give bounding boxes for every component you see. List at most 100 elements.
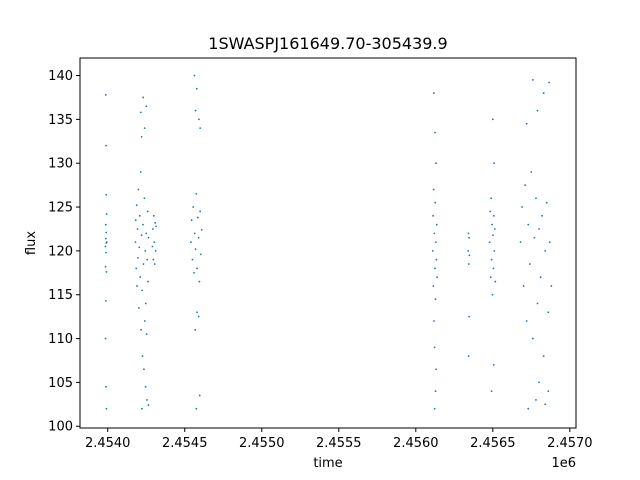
data-point [142,96,145,99]
data-point [491,293,494,296]
data-point [194,248,197,251]
data-point [433,346,436,349]
data-point [548,81,550,84]
data-point [104,299,107,302]
data-point [193,74,196,77]
data-point [105,144,107,147]
data-point [493,228,496,230]
data-point [137,257,139,259]
x-tick-label: 2.4565 [470,436,516,451]
data-point [190,219,193,222]
data-point [104,237,107,240]
data-point [138,246,141,249]
data-point [492,234,494,237]
data-point [198,118,200,121]
data-point [435,368,438,371]
data-point [144,302,147,305]
data-point [135,204,138,207]
data-point [134,241,137,244]
data-point [138,214,141,217]
data-point [192,206,195,208]
data-point [154,249,157,252]
data-point [435,162,437,165]
data-point [436,276,438,279]
x-tick-label: 2.4550 [239,436,285,451]
data-point [519,241,522,244]
data-point [491,118,494,121]
data-point [197,236,200,239]
data-point [142,223,144,226]
data-point [493,162,495,165]
data-point [147,404,150,407]
data-point [142,263,145,265]
data-point [146,210,149,213]
data-point [104,223,107,226]
data-point [536,109,539,112]
data-point [547,390,550,393]
data-point [434,390,437,393]
data-point [145,333,148,336]
data-point [538,381,540,384]
data-point [136,285,138,287]
data-point [467,263,470,265]
data-point [195,407,198,410]
data-point [434,241,437,244]
data-point [492,267,495,270]
y-axis-ticks: 100 105 110 115 120 125 130 135 140 [48,69,80,435]
data-point [434,201,437,204]
data-point [525,122,528,125]
plot-frame [79,57,577,429]
data-point [152,258,155,261]
data-point [538,228,540,230]
data-point [527,407,530,410]
data-point [143,127,146,130]
data-point [524,184,527,187]
data-point [136,228,139,230]
data-point [105,241,108,244]
data-point [190,241,192,244]
data-point [525,320,528,322]
data-point [153,241,156,244]
data-point [522,285,525,287]
data-point [139,111,142,114]
x-tick-label: 2.4540 [85,436,131,451]
data-point [139,276,142,279]
data-point [145,105,148,108]
data-point [140,136,143,138]
data-point [431,249,434,252]
data-point [468,315,471,318]
data-point [105,407,108,410]
data-point [146,258,149,261]
data-point [432,285,435,287]
data-point [539,276,542,279]
data-point [468,236,470,239]
x-axis-ticks: 2.4540 2.4545 2.4550 2.4555 2.4560 2.4565 2.45… [85,428,593,451]
data-point [196,311,198,314]
data-point [141,407,143,410]
x-axis-offset-label: 1e6 [551,456,576,471]
data-point [531,337,534,340]
data-point [488,241,491,244]
data-point [198,280,201,283]
data-point [197,315,200,318]
data-point [432,214,434,217]
data-point [433,232,436,235]
y-tick-label: 130 [48,157,73,172]
data-point [151,228,154,230]
data-point [105,385,107,388]
data-point [141,355,144,357]
y-axis-label: flux [24,231,39,255]
y-tick-label: 120 [48,244,73,259]
data-point [467,249,470,252]
x-tick-label: 2.4555 [316,436,362,451]
data-point [137,188,140,191]
data-point [492,363,495,366]
data-point [434,267,436,270]
data-point [105,231,108,234]
data-point [191,258,194,261]
data-point [468,254,471,257]
data-point [143,368,145,371]
data-point [491,223,493,226]
x-tick-label: 2.4545 [162,436,208,451]
data-point [198,394,201,397]
